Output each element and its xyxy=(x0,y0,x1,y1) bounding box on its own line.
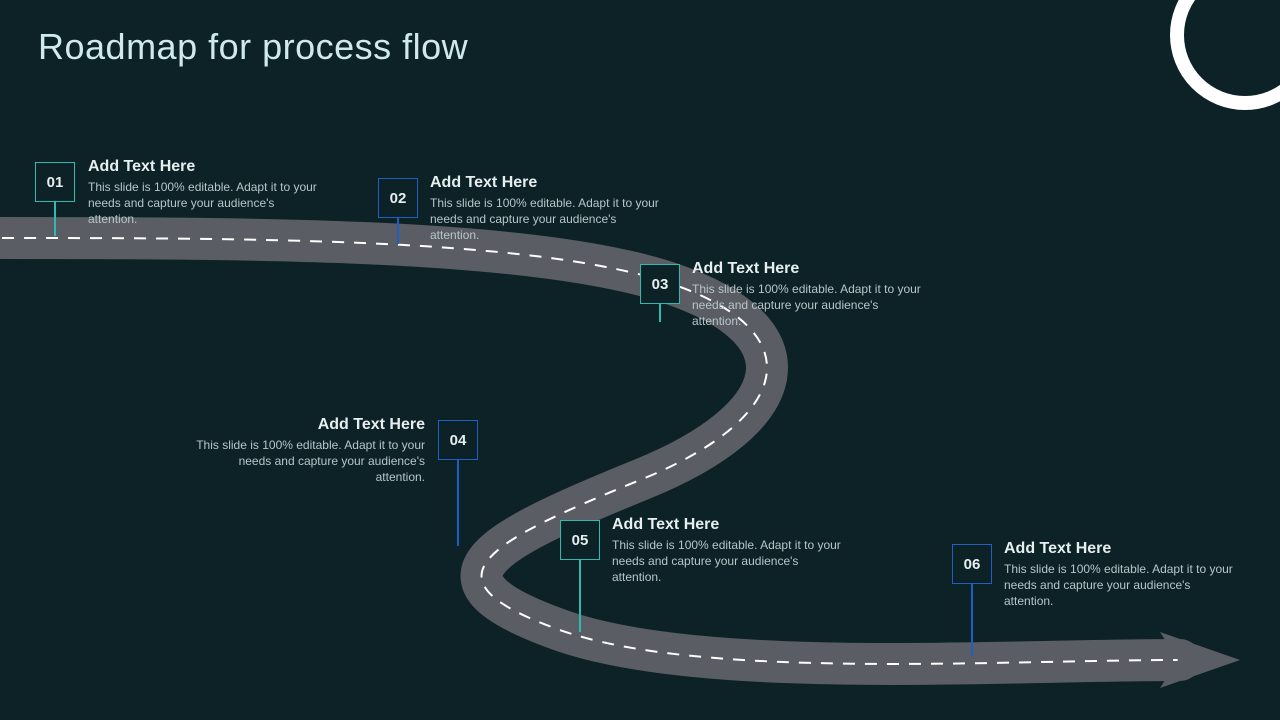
milestone-heading: Add Text Here xyxy=(190,416,425,434)
milestone-number: 01 xyxy=(47,174,64,191)
milestone-number: 04 xyxy=(450,432,467,449)
milestone-num-box: 06 xyxy=(952,544,992,584)
milestone-num-box: 04 xyxy=(438,420,478,460)
milestone-num-box: 02 xyxy=(378,178,418,218)
milestone-text: Add Text Here This slide is 100% editable… xyxy=(692,260,927,330)
milestone-number: 05 xyxy=(572,532,589,549)
milestone-text: Add Text Here This slide is 100% editable… xyxy=(612,516,847,586)
milestone-num-box: 03 xyxy=(640,264,680,304)
milestone-heading: Add Text Here xyxy=(430,174,665,192)
milestone-desc: This slide is 100% editable. Adapt it to… xyxy=(692,281,927,330)
milestone-connector xyxy=(659,304,661,322)
milestone-number: 03 xyxy=(652,276,669,293)
milestone-desc: This slide is 100% editable. Adapt it to… xyxy=(190,437,425,486)
milestone-heading: Add Text Here xyxy=(1004,540,1239,558)
milestone-text: Add Text Here This slide is 100% editable… xyxy=(1004,540,1239,610)
milestone-text: Add Text Here This slide is 100% editable… xyxy=(190,416,425,486)
corner-ring-icon xyxy=(1170,0,1280,110)
milestone-heading: Add Text Here xyxy=(88,158,323,176)
milestone-number: 02 xyxy=(390,190,407,207)
road-path xyxy=(0,0,1280,720)
milestone-number: 06 xyxy=(964,556,981,573)
page-title: Roadmap for process flow xyxy=(38,26,468,68)
milestone-num-box: 05 xyxy=(560,520,600,560)
milestone-desc: This slide is 100% editable. Adapt it to… xyxy=(1004,561,1239,610)
milestone-connector xyxy=(971,584,973,656)
milestone-heading: Add Text Here xyxy=(692,260,927,278)
milestone-desc: This slide is 100% editable. Adapt it to… xyxy=(612,537,847,586)
milestone-num-box: 01 xyxy=(35,162,75,202)
milestone-connector xyxy=(457,460,459,546)
roadmap-slide: Roadmap for process flow 01 Add Text Here… xyxy=(0,0,1280,720)
milestone-heading: Add Text Here xyxy=(612,516,847,534)
milestone-connector xyxy=(54,202,56,236)
milestone-desc: This slide is 100% editable. Adapt it to… xyxy=(88,179,323,228)
milestone-desc: This slide is 100% editable. Adapt it to… xyxy=(430,195,665,244)
milestone-connector xyxy=(579,560,581,632)
milestone-text: Add Text Here This slide is 100% editable… xyxy=(88,158,323,228)
milestone-text: Add Text Here This slide is 100% editable… xyxy=(430,174,665,244)
milestone-connector xyxy=(397,218,399,244)
